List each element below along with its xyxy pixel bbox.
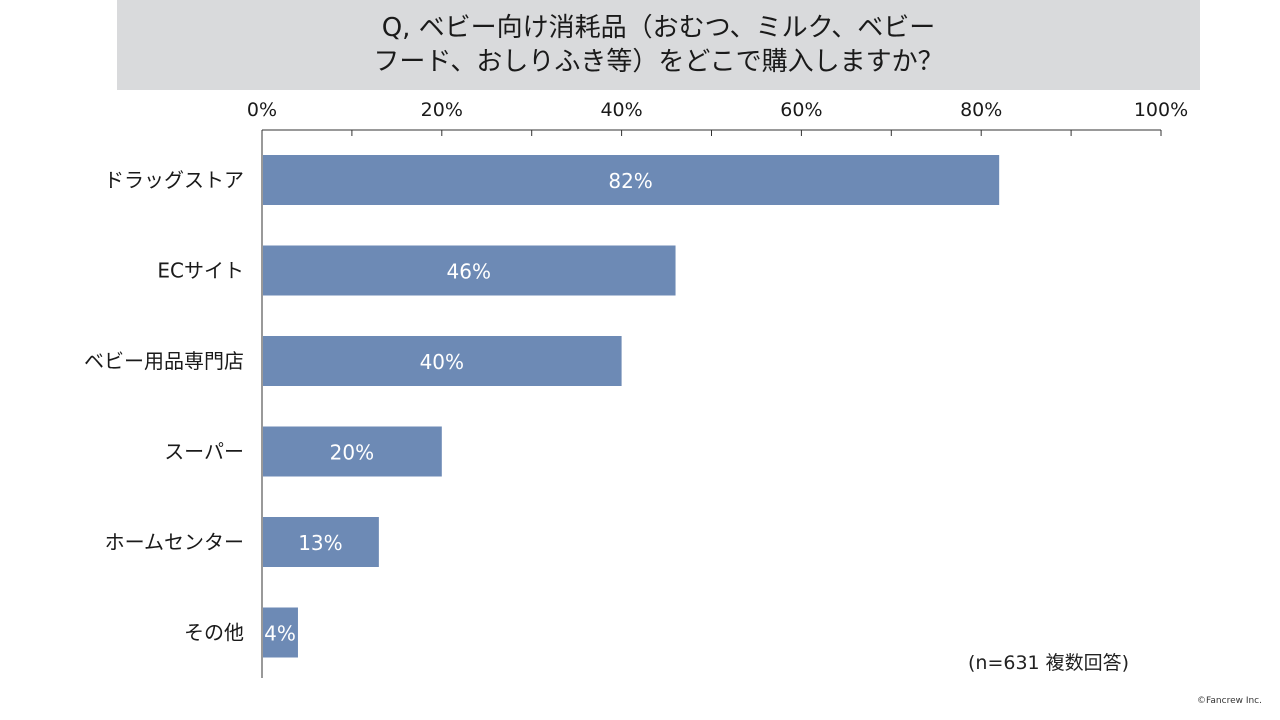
data-label: 82% [608,169,652,193]
x-tick-label: 0% [247,99,277,121]
x-tick-label: 100% [1134,99,1188,121]
bar [263,336,622,386]
data-label: 4% [264,622,296,646]
chart-title-line-2: フード、おしりふき等）をどこで購入しますか？ [373,47,944,77]
sample-size-note: (n=631 複数回答) [968,652,1130,674]
category-label: ECサイト [157,259,244,283]
category-label: スーパー [164,440,244,464]
data-label: 46% [447,260,491,284]
data-label: 40% [420,350,464,374]
copyright-text: ©Fancrew Inc. [1197,696,1262,706]
bar [263,155,1000,205]
x-tick-label: 20% [421,99,463,121]
bar [263,517,379,567]
data-label: 13% [298,531,342,555]
chart-title-box: Q, ベビー向け消耗品（おむつ、ミルク、ベビー フード、おしりふき等）をどこで購… [117,0,1200,90]
data-label: 20% [330,441,374,465]
bar [263,426,442,477]
category-label: ベビー用品専門店 [84,349,244,373]
x-tick-label: 40% [600,99,642,121]
x-tick-label: 60% [780,99,822,121]
x-tick-label: 80% [960,99,1002,121]
category-label: ドラッグストア [104,168,244,192]
bar [263,245,676,296]
chart-title-line-1: Q, ベビー向け消耗品（おむつ、ミルク、ベビー [381,13,936,43]
category-label: その他 [184,621,244,645]
bar [263,607,298,658]
category-label: ホームセンター [105,530,244,554]
